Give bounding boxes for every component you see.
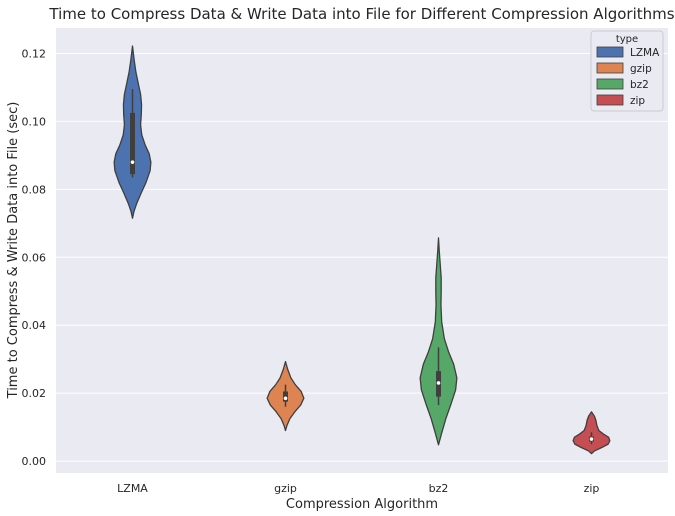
legend-label-bz2: bz2	[630, 79, 649, 91]
legend-label-zip: zip	[630, 95, 645, 107]
legend-entries: LZMA gzip bz2 zip	[596, 46, 660, 107]
violin-zip	[572, 411, 611, 455]
y-tick-label: 0.12	[22, 47, 47, 60]
chart-title: Time to Compress Data & Write Data into …	[48, 5, 674, 23]
violin-gzip	[266, 360, 305, 432]
x-tick-label: zip	[584, 482, 600, 495]
violin-lzma	[113, 45, 152, 219]
legend: type LZMA gzip bz2 zip	[590, 30, 664, 112]
legend-label-lzma: LZMA	[630, 47, 660, 59]
y-tick-label: 0.02	[22, 387, 47, 400]
violin-bz2	[419, 237, 458, 446]
y-tick-label: 0.08	[22, 183, 47, 196]
y-axis-title: Time to Compress & Write Data into File …	[6, 102, 21, 400]
x-tick-label: gzip	[274, 482, 297, 495]
legend-swatch-zip	[596, 94, 624, 106]
legend-swatch-bz2	[596, 78, 624, 90]
legend-swatch-lzma	[596, 46, 624, 58]
legend-swatch-gzip	[596, 62, 624, 74]
x-tick-label: LZMA	[117, 482, 148, 495]
violins	[113, 45, 611, 455]
y-tick-label: 0.06	[22, 251, 47, 264]
y-tick-label: 0.04	[22, 319, 47, 332]
legend-title: type	[616, 34, 638, 45]
x-tick-labels: LZMA gzip bz2 zip	[117, 482, 599, 495]
plot-background	[56, 28, 668, 473]
violin-body	[419, 237, 458, 446]
violin-iqr-box	[130, 112, 135, 175]
y-tick-label: 0.00	[22, 455, 47, 468]
y-tick-labels: 0.00 0.02 0.04 0.06 0.08 0.10 0.12	[22, 47, 47, 468]
gridlines	[56, 52, 668, 462]
x-tick-label: bz2	[429, 482, 449, 495]
violin-median-point	[436, 381, 441, 385]
violin-median-point	[589, 437, 594, 441]
violin-median-point	[283, 396, 288, 401]
legend-label-gzip: gzip	[630, 63, 652, 75]
y-tick-label: 0.10	[22, 115, 47, 128]
x-axis-title: Compression Algorithm	[286, 497, 438, 512]
violin-median-point	[130, 160, 135, 164]
